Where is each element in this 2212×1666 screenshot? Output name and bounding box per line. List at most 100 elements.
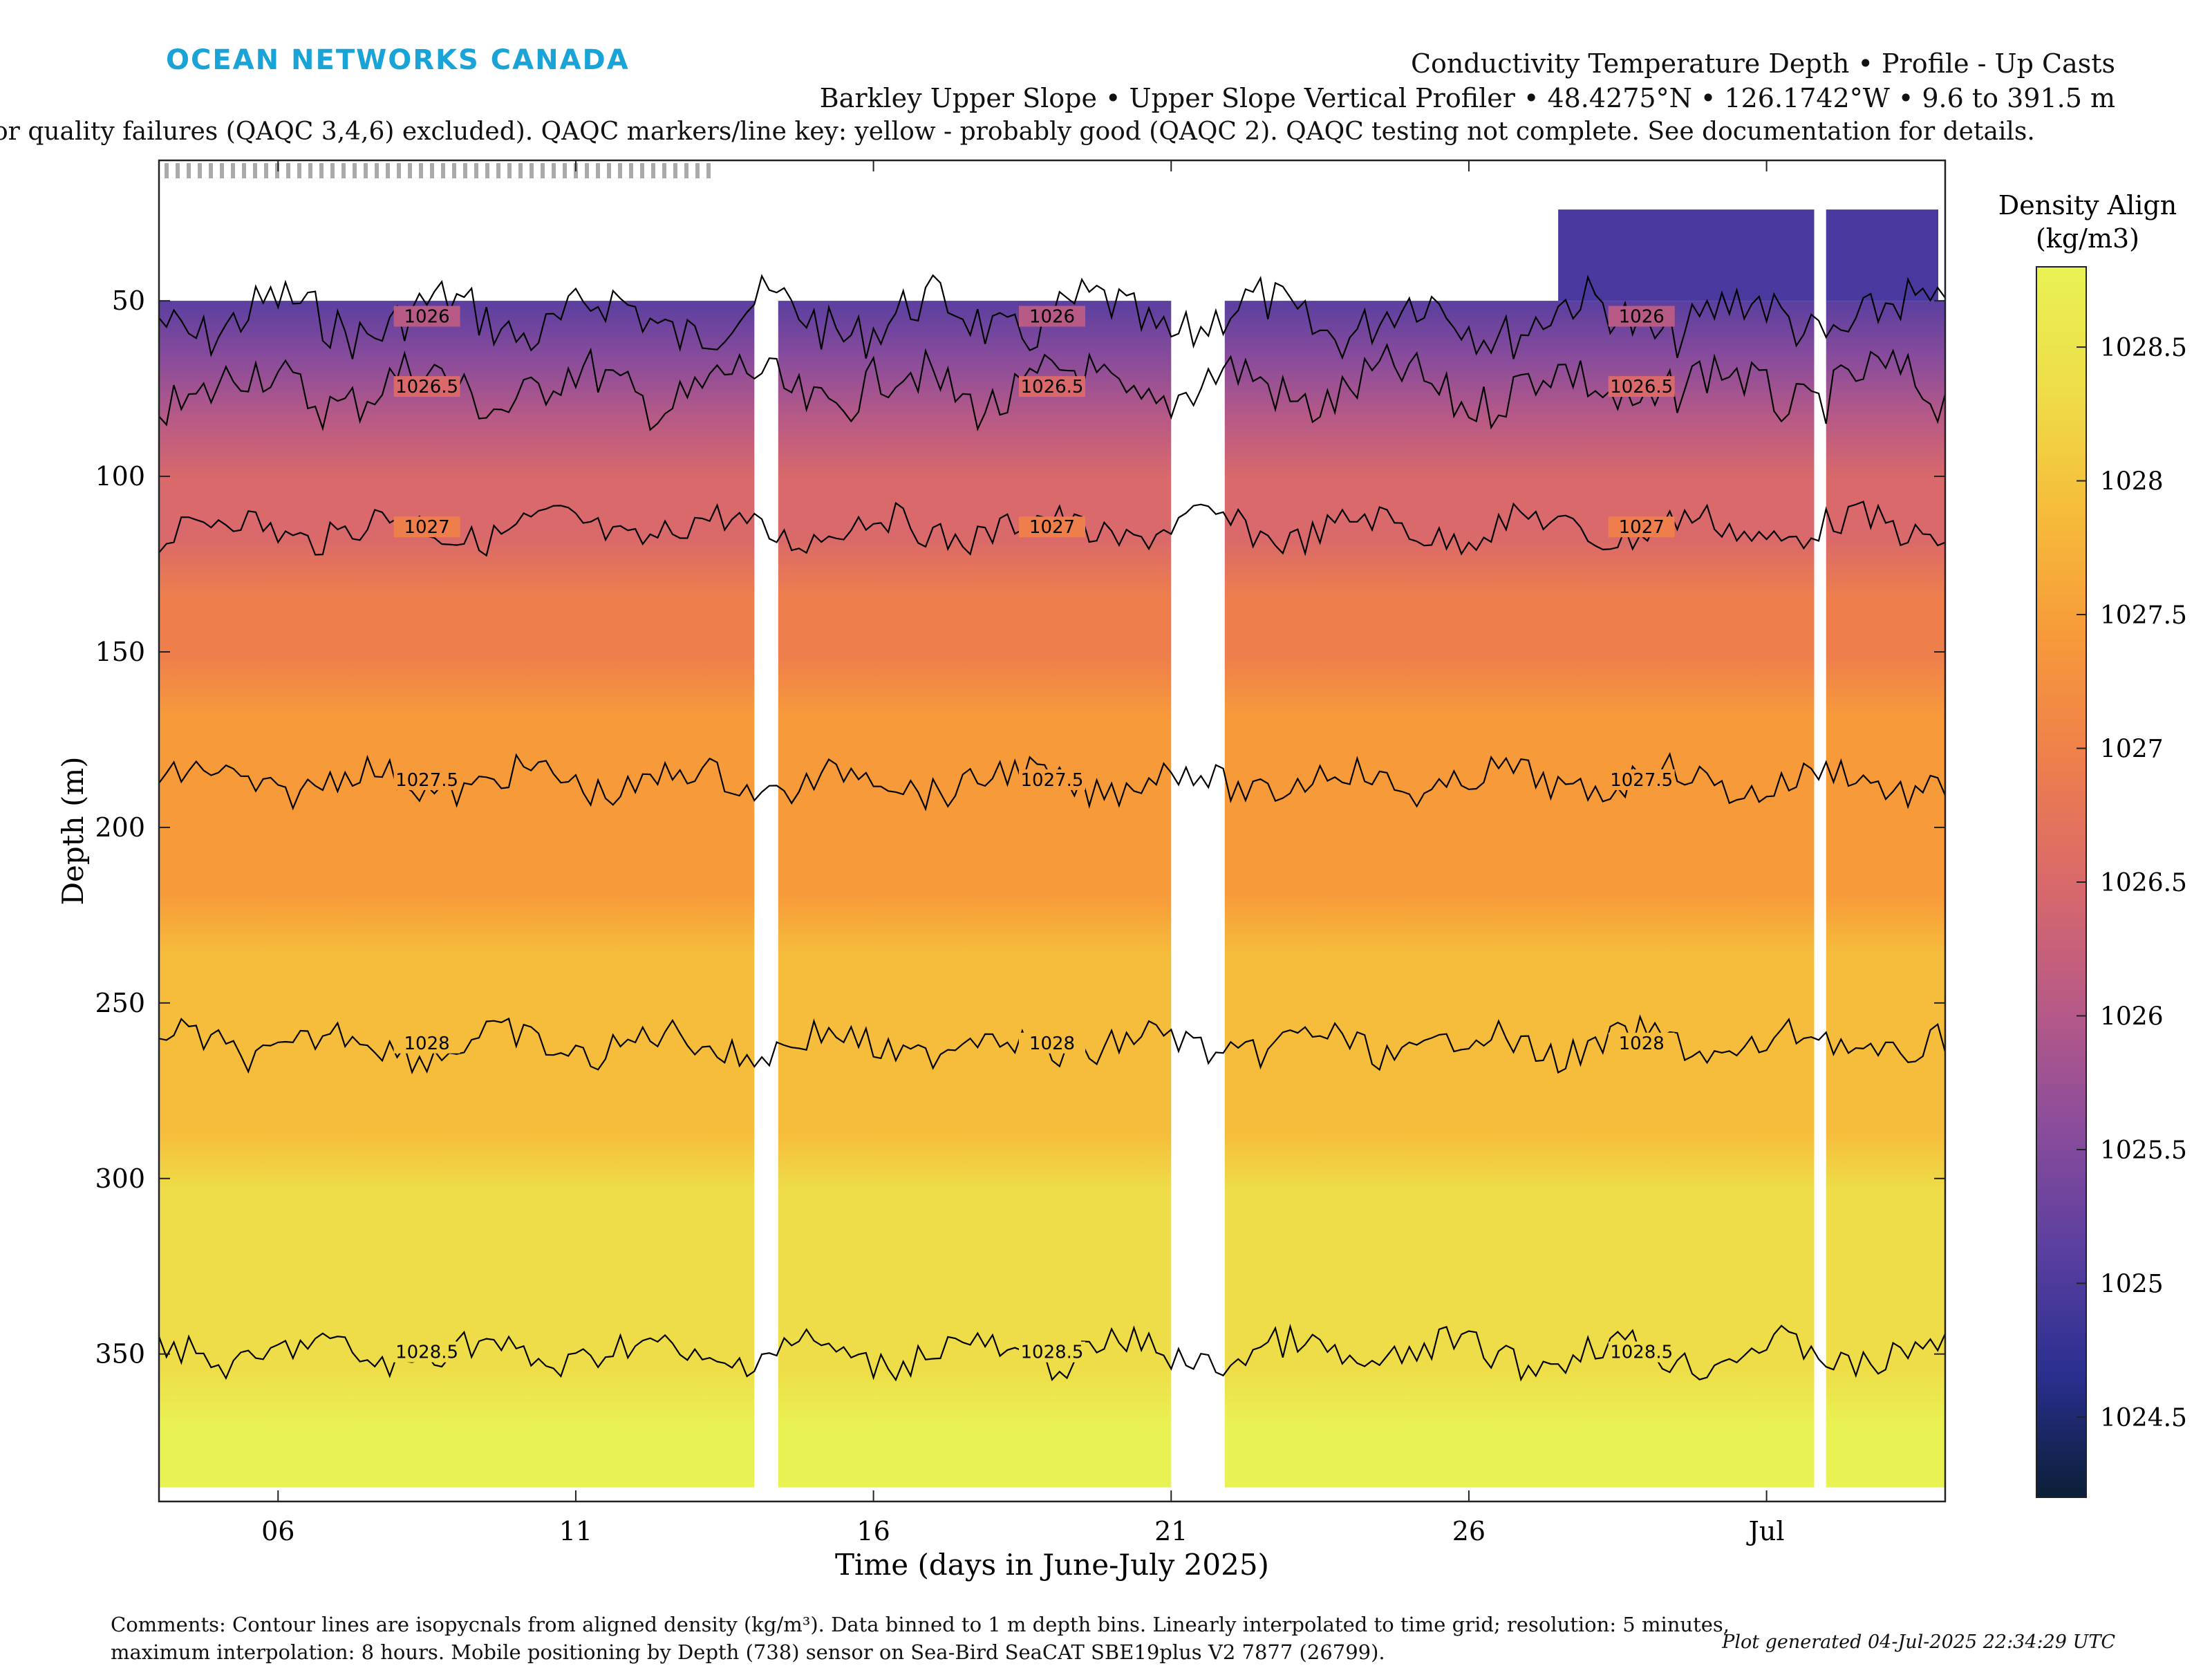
isopycnal-label: 1027.5	[1610, 770, 1673, 791]
qaqc-markers	[165, 163, 711, 178]
plot-area: 1026 1026 1026 1026.5 1026.5 1026.5 1027 1027 10…	[159, 160, 1945, 1501]
y-axis-label: Depth (m)	[56, 756, 90, 905]
colorbar-tick-label: 1025	[2100, 1270, 2164, 1298]
y-tick-label: 250	[95, 988, 145, 1018]
qaqc-marker	[375, 163, 379, 178]
qaqc-marker	[518, 163, 523, 178]
qaqc-marker	[264, 163, 268, 178]
isopycnal-label-bg	[1019, 306, 1085, 327]
qaqc-marker	[695, 163, 700, 178]
isopycnal-label-bg	[1019, 1032, 1085, 1054]
axes: 50 100 150 200 250 300 350 06 11 16 21 26 Jul	[95, 160, 1945, 1546]
x-axis-label: Time (days in June-July 2025)	[835, 1548, 1269, 1582]
isopycnal-label-bg	[1608, 516, 1675, 538]
qaqc-marker	[330, 163, 335, 178]
qaqc-marker	[541, 163, 545, 178]
y-tick-label: 350	[95, 1339, 145, 1369]
isopycnal-label: 1027.5	[1021, 770, 1084, 791]
colorbar-tick-label: 1028	[2100, 468, 2164, 496]
qaqc-marker	[231, 163, 235, 178]
isopycnal-label: 1028	[404, 1033, 450, 1054]
qaqc-marker	[176, 163, 180, 178]
qaqc-marker	[386, 163, 390, 178]
qaqc-marker	[452, 163, 456, 178]
isopycnal-label-bg	[393, 1032, 460, 1054]
qaqc-marker	[419, 163, 423, 178]
qaqc-marker	[209, 163, 213, 178]
x-tick-label: 11	[559, 1516, 592, 1546]
qaqc-marker	[253, 163, 257, 178]
qaqc-marker	[618, 163, 622, 178]
qaqc-marker	[662, 163, 666, 178]
qaqc-marker	[308, 163, 312, 178]
qaqc-marker	[286, 163, 290, 178]
isopycnal-label: 1026.5	[395, 377, 458, 397]
colorbar: Density Align (kg/m3) 1024.5 1025 1025.5 10…	[1998, 190, 2187, 1498]
isopycnal-label: 1027	[1619, 517, 1665, 538]
isopycnal-label: 1026	[404, 307, 450, 328]
qaqc-marker	[607, 163, 611, 178]
colorbar-tick-label: 1027	[2100, 736, 2164, 764]
isopycnal-label-bg	[393, 769, 460, 790]
qaqc-marker	[198, 163, 202, 178]
colorbar-label-line1: Density Align	[1998, 190, 2177, 221]
isopycnal-label-bg	[1608, 769, 1675, 790]
isopycnal-label-bg	[1019, 376, 1085, 397]
isopycnal-label: 1027.5	[395, 770, 458, 791]
qaqc-marker	[563, 163, 567, 178]
qaqc-marker	[596, 163, 600, 178]
x-tick-label: 16	[856, 1516, 890, 1546]
qaqc-marker	[474, 163, 478, 178]
generated-stamp: Plot generated 04-Jul-2025 22:34:29 UTC	[1722, 1631, 2115, 1653]
isopycnal-label-bg	[1608, 306, 1675, 327]
qaqc-marker	[684, 163, 688, 178]
density-field	[159, 301, 1945, 1488]
x-tick-label: Jul	[1746, 1516, 1785, 1546]
isopycnal-label: 1026	[1029, 307, 1075, 328]
isopycnal-label: 1026	[1619, 307, 1665, 328]
qaqc-marker	[297, 163, 301, 178]
isopycnal-label: 1027	[404, 517, 450, 538]
qaqc-marker	[507, 163, 512, 178]
qaqc-marker	[242, 163, 246, 178]
qaqc-marker	[397, 163, 401, 178]
qaqc-marker	[706, 163, 711, 178]
isopycnal-label: 1028	[1029, 1033, 1075, 1054]
y-tick-label: 50	[112, 286, 145, 316]
y-tick-label: 100	[95, 461, 145, 492]
data-gap-1	[754, 160, 778, 1501]
isopycnal-label-bg	[1019, 516, 1085, 538]
chart-title-line2: Barkley Upper Slope • Upper Slope Vertic…	[819, 83, 2115, 113]
isopycnal-label-bg	[1608, 1032, 1675, 1054]
qaqc-marker	[319, 163, 324, 178]
onc-logo: OCEAN NETWORKS CANADA	[166, 44, 630, 76]
shallow-casts	[1558, 209, 1938, 301]
y-tick-label: 200	[95, 812, 145, 843]
qaqc-marker	[585, 163, 589, 178]
isopycnal-label-bg	[1019, 769, 1085, 790]
colorbar-tick-label: 1028.5	[2100, 334, 2187, 362]
qaqc-marker	[496, 163, 500, 178]
x-tick-label: 06	[261, 1516, 294, 1546]
colorbar-label-line2: (kg/m3)	[2036, 223, 2139, 254]
qaqc-marker	[640, 163, 644, 178]
colorbar-tick-label: 1026	[2100, 1002, 2164, 1031]
isopycnal-label-bg	[1608, 376, 1675, 397]
x-tick-label: 26	[1452, 1516, 1485, 1546]
qaqc-marker	[485, 163, 489, 178]
isopycnal-label: 1026.5	[1610, 377, 1673, 397]
colorbar-tick-label: 1024.5	[2100, 1404, 2187, 1432]
qaqc-marker	[529, 163, 534, 178]
isopycnal-label-bg	[393, 376, 460, 397]
y-tick-label: 150	[95, 637, 145, 667]
comments: Comments: Contour lines are isopycnals f…	[111, 1611, 1730, 1666]
qaqc-marker	[187, 163, 191, 178]
qaqc-marker	[275, 163, 279, 178]
chart-title-line1: Conductivity Temperature Depth • Profile…	[1410, 48, 2115, 79]
plot-frame	[158, 159, 1947, 1503]
isopycnal-label-bg	[1608, 1341, 1675, 1363]
isopycnal-label-bg	[393, 306, 460, 327]
qaqc-marker	[430, 163, 434, 178]
isopycnal-label: 1026.5	[1021, 377, 1084, 397]
